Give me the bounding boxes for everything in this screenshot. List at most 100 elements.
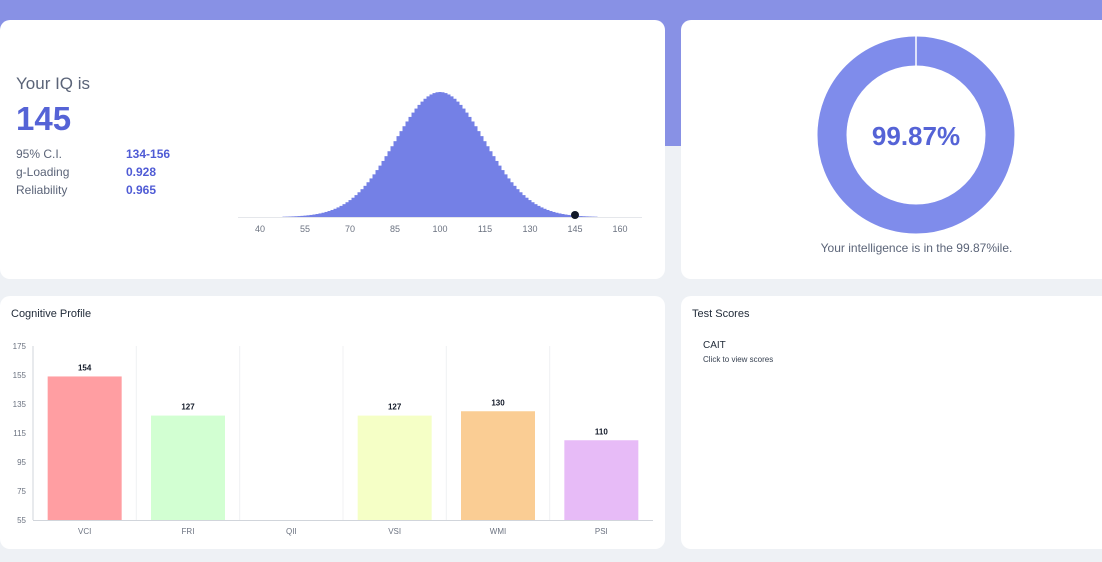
stat-key: Reliability — [16, 183, 68, 197]
test-hint: Click to view scores — [703, 355, 774, 364]
distribution-bar — [300, 215, 304, 217]
x-category-label: PSI — [595, 527, 608, 536]
distribution-bar — [546, 209, 550, 217]
distribution-bar — [486, 146, 490, 217]
distribution-bar — [414, 108, 418, 217]
distribution-bar — [318, 213, 322, 217]
distribution-bar — [495, 160, 499, 217]
distribution-bar — [411, 112, 415, 217]
distribution-bar — [357, 192, 361, 217]
stat-key: 95% C.I. — [16, 147, 63, 161]
bar-vci — [47, 376, 122, 520]
distribution-bar — [354, 195, 358, 217]
distribution-bar — [585, 216, 589, 217]
iq-card: Your IQ is 145 95% C.I. 134-156 g-Loadin… — [0, 20, 665, 279]
distribution-bar — [390, 146, 394, 217]
distribution-bar — [342, 204, 346, 217]
distribution-bar — [351, 197, 355, 217]
distribution-bar — [381, 160, 385, 217]
distribution-bar — [366, 182, 370, 217]
stat-row-g-loading: g-Loading 0.928 — [16, 165, 216, 181]
distribution-bar — [507, 178, 511, 217]
percentile-donut: 99.87% — [817, 36, 1015, 234]
distribution-bar — [498, 165, 502, 217]
distribution-bar — [522, 195, 526, 217]
iq-value: 145 — [16, 100, 72, 137]
stat-value: 134-156 — [126, 147, 171, 161]
distribution-bar — [378, 165, 382, 217]
distribution-bar — [369, 178, 373, 217]
bar-value-label: 130 — [491, 398, 505, 407]
distribution-bar — [492, 156, 496, 217]
x-tick-label: 130 — [522, 224, 537, 234]
distribution-bar — [360, 189, 364, 217]
distribution-bar — [477, 131, 481, 217]
distribution-bar — [372, 174, 376, 217]
cognitive-profile-card: Cognitive Profile 175 155 135 115 95 75 55 154 V… — [0, 296, 665, 549]
distribution-bar — [348, 200, 352, 217]
y-tick-label: 155 — [13, 371, 27, 380]
stat-value: 0.928 — [126, 165, 157, 179]
distribution-bar — [450, 96, 454, 217]
x-tick-label: 145 — [567, 224, 582, 234]
y-tick-label: 175 — [13, 342, 27, 351]
distribution-bar — [432, 93, 436, 217]
distribution-bar — [303, 215, 307, 217]
distribution-bar — [393, 141, 397, 217]
distribution-bar — [402, 126, 406, 217]
stat-value: 0.965 — [126, 183, 157, 197]
distribution-bar — [327, 211, 331, 217]
percentile-value: 99.87% — [872, 121, 960, 151]
test-scores-card: Test Scores CAIT Click to view scores — [681, 296, 1102, 549]
distribution-bar — [549, 211, 553, 217]
distribution-bar — [459, 104, 463, 217]
distribution-bar — [471, 121, 475, 217]
distribution-bar — [519, 192, 523, 217]
bar-value-label: 127 — [181, 403, 195, 412]
distribution-bar — [453, 98, 457, 217]
distribution-bar — [525, 197, 529, 217]
distribution-bar — [396, 136, 400, 217]
distribution-bar — [579, 216, 583, 217]
percentile-caption: Your intelligence is in the 99.87%ile. — [820, 241, 1013, 255]
distribution-bar — [474, 126, 478, 217]
distribution-bar — [516, 189, 520, 217]
distribution-bar — [339, 205, 343, 217]
x-category-label: VCI — [78, 527, 91, 536]
distribution-bar — [441, 92, 445, 217]
distribution-bar — [483, 141, 487, 217]
distribution-bar — [465, 112, 469, 217]
distribution-bar — [540, 207, 544, 217]
x-tick-label: 40 — [255, 224, 265, 234]
distribution-bar — [567, 214, 571, 217]
x-category-label: VSI — [388, 527, 401, 536]
distribution-bar — [420, 101, 424, 217]
x-tick-label: 85 — [390, 224, 400, 234]
distribution-bar — [297, 216, 301, 217]
distribution-bar — [312, 214, 316, 217]
test-scores-title: Test Scores — [692, 308, 750, 320]
bar-vsi — [357, 415, 432, 520]
distribution-bar — [582, 216, 586, 217]
bar-value-label: 154 — [78, 363, 92, 372]
x-category-label: QII — [286, 527, 297, 536]
stat-row-ci: 95% C.I. 134-156 — [16, 147, 216, 163]
test-item-cait[interactable]: CAIT Click to view scores — [703, 340, 773, 364]
distribution-bar — [387, 151, 391, 217]
distribution-bar — [375, 170, 379, 217]
distribution-bar — [423, 98, 427, 217]
percentile-card: 99.87% Your intelligence is in the 99.87… — [681, 20, 1102, 279]
iq-distribution-chart: 40 55 70 85 100 115 130 145 160 — [238, 92, 642, 234]
y-tick-label: 55 — [17, 516, 26, 525]
distribution-bar — [555, 212, 559, 217]
y-tick-label: 115 — [13, 429, 26, 438]
distribution-bar — [534, 204, 538, 217]
distribution-bar — [429, 94, 433, 217]
distribution-bar — [435, 92, 439, 217]
y-tick-label: 135 — [13, 400, 27, 409]
distribution-bar — [480, 136, 484, 217]
distribution-bar — [405, 121, 409, 217]
bar-psi — [564, 440, 639, 520]
stat-row-reliability: Reliability 0.965 — [16, 183, 216, 199]
distribution-bar — [513, 185, 517, 217]
